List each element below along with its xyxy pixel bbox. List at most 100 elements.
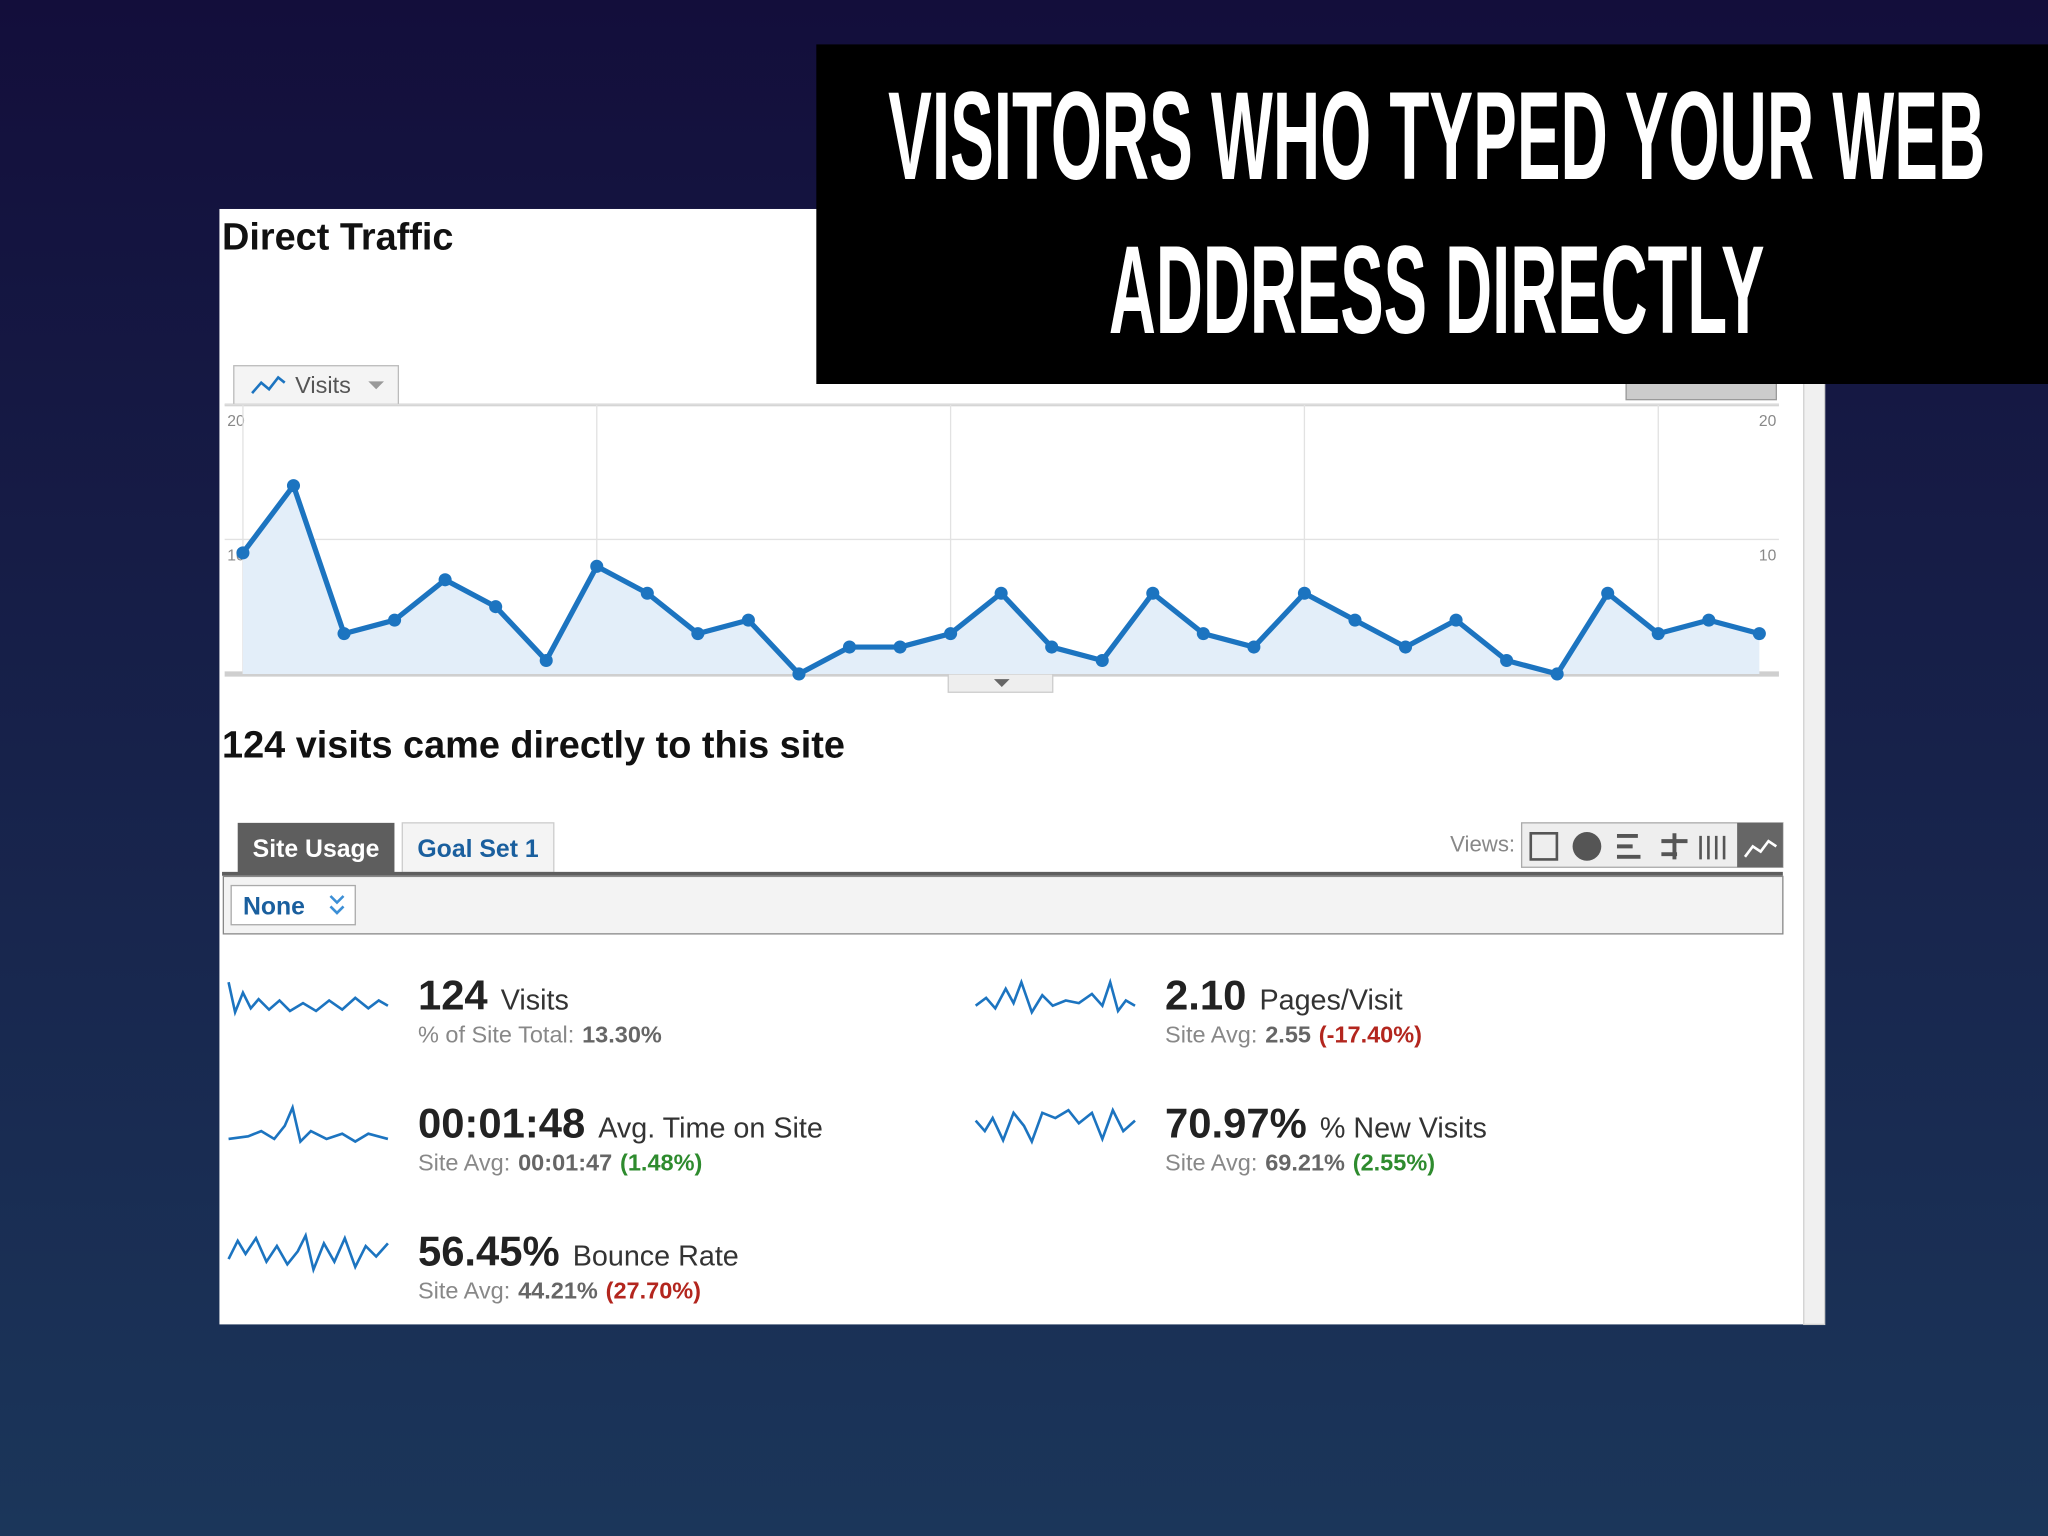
point <box>1398 640 1413 654</box>
stats: 124 Visits % of Site Total: 13.30% 2.10 Pages… <box>418 972 1487 1304</box>
compare-change: (-17.40%) <box>1319 1021 1422 1047</box>
stat-compare: Site Avg: 44.21% (27.70%) <box>418 1277 701 1303</box>
stat-value: 124 <box>418 972 488 1019</box>
point <box>842 640 857 654</box>
headline-box <box>816 44 2048 384</box>
point <box>1601 586 1615 600</box>
stat-value: 70.97% <box>1165 1100 1307 1147</box>
metric-selector-label[interactable]: Visits <box>295 372 351 398</box>
point <box>1348 613 1362 627</box>
sparkline <box>227 1231 389 1274</box>
sparkline <box>974 1106 1136 1145</box>
point <box>741 613 755 627</box>
tab[interactable] <box>401 822 555 874</box>
point <box>590 559 604 573</box>
compare-label: Site Avg: <box>418 1149 510 1175</box>
compare-value: 13.30% <box>582 1021 662 1047</box>
sparkline <box>228 1103 389 1145</box>
stat-label: Bounce Rate <box>573 1241 739 1273</box>
point <box>337 627 351 641</box>
compare-label: Site Avg: <box>1165 1149 1257 1175</box>
y-tick-label: 10 <box>1759 547 1777 564</box>
stat: 56.45% Bounce Rate <box>418 1228 739 1275</box>
segment-arrow <box>329 895 345 915</box>
view-icon <box>1572 831 1602 861</box>
stat: 00:01:48 Avg. Time on Site <box>418 1100 823 1147</box>
stat-compare: % of Site Total: 13.30% <box>418 1021 662 1047</box>
report-title: Direct Traffic <box>222 216 453 258</box>
view-icon <box>1661 833 1688 860</box>
content: Direct Traffic Visits 1010202018 Jul25 J… <box>219 44 2048 1326</box>
point <box>236 546 250 560</box>
y-tick-label: 20 <box>1759 413 1777 430</box>
compare-change: (1.48%) <box>620 1149 702 1175</box>
view-icon <box>1529 831 1559 861</box>
summary: 124 visits came directly to this site <box>222 725 845 767</box>
report-panel <box>219 208 1825 1325</box>
compare-change: (2.55%) <box>1353 1149 1435 1175</box>
stat-compare: Site Avg: 69.21% (2.55%) <box>1165 1149 1435 1175</box>
point <box>1550 667 1564 681</box>
segment-bar <box>222 875 1784 935</box>
sparklines <box>227 977 1136 1274</box>
point <box>286 479 301 493</box>
point <box>1095 653 1109 668</box>
point <box>489 600 503 614</box>
headline: VISITORS WHO TYPED YOUR WEB <box>888 65 1985 206</box>
segment-selector[interactable] <box>230 884 356 926</box>
sparkline <box>227 981 389 1017</box>
compare-value: 44.21% <box>518 1277 598 1303</box>
point <box>994 586 1008 600</box>
point <box>1247 640 1261 654</box>
stat-value: 00:01:48 <box>418 1100 585 1147</box>
point <box>1196 627 1210 641</box>
chart: 1010202018 Jul25 Jul1 Aug8 Aug15 Aug <box>224 404 1779 681</box>
sparkline <box>974 977 1136 1016</box>
point <box>1752 627 1766 641</box>
metric-selector[interactable] <box>233 365 400 406</box>
tab-active[interactable] <box>237 822 395 873</box>
views-label: Views: <box>1450 832 1515 857</box>
stat-label: Pages/Visit <box>1259 985 1402 1017</box>
expander-arrow <box>993 679 1010 688</box>
compare-value: 00:01:47 <box>518 1149 612 1175</box>
stat-compare: Site Avg: 00:01:47 (1.48%) <box>418 1149 702 1175</box>
point <box>438 573 452 587</box>
compare-value: 69.21% <box>1265 1149 1345 1175</box>
point <box>944 627 958 641</box>
point <box>388 613 402 627</box>
point <box>1702 613 1716 627</box>
y-tick-label: 20 <box>227 413 245 430</box>
tab-label[interactable]: Site Usage <box>253 836 380 863</box>
area <box>242 485 1760 674</box>
point <box>691 627 705 641</box>
stat-label: Avg. Time on Site <box>598 1113 823 1145</box>
tab-label[interactable]: Goal Set 1 <box>417 836 538 863</box>
view-icon <box>1699 835 1726 860</box>
stat-label: Visits <box>501 985 569 1017</box>
view-icon <box>1743 839 1778 858</box>
point <box>1146 586 1160 600</box>
stat-label: % New Visits <box>1320 1113 1487 1145</box>
stat: 70.97% % New Visits <box>1165 1100 1487 1147</box>
point <box>792 667 806 681</box>
compare-label: Site Avg: <box>1165 1021 1257 1047</box>
view-icon <box>1616 833 1641 859</box>
point <box>1045 640 1059 654</box>
compare-label: % of Site Total: <box>418 1021 574 1047</box>
point <box>539 653 553 668</box>
dropdown-arrow <box>368 381 384 390</box>
segment-label[interactable]: None <box>243 893 305 920</box>
stat-compare: Site Avg: 2.55 (-17.40%) <box>1165 1021 1422 1047</box>
compare-value: 2.55 <box>1265 1021 1311 1047</box>
headline: ADDRESS DIRECTLY <box>1109 219 1765 360</box>
point <box>893 640 907 654</box>
point <box>1500 653 1514 668</box>
point <box>1297 586 1311 600</box>
stat-value: 2.10 <box>1165 972 1246 1019</box>
stat-value: 56.45% <box>418 1228 560 1275</box>
stat: 2.10 Pages/Visit <box>1165 972 1403 1019</box>
compare-label: Site Avg: <box>418 1277 510 1303</box>
